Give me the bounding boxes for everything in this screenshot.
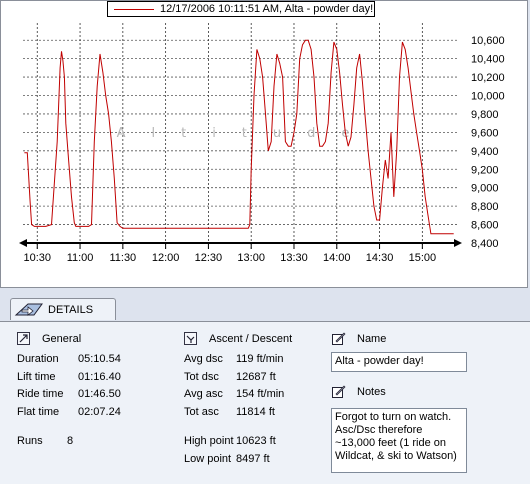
- general-stat-label: Flat time: [17, 405, 60, 418]
- ascent-section-title: Ascent / Descent: [184, 332, 292, 345]
- ascent-stat-value: 11814 ft: [236, 405, 275, 418]
- y-tick-label: 8,400: [471, 238, 499, 250]
- x-tick-label: 13:30: [280, 252, 308, 264]
- x-tick-label: 11:30: [109, 252, 136, 264]
- tab-details-label: DETAILS: [48, 303, 94, 316]
- name-section-title: Name: [332, 332, 386, 345]
- chart-legend: 12/17/2006 10:11:51 AM, Alta - powder da…: [107, 1, 375, 17]
- general-stat-value: 02:07.24: [78, 405, 121, 418]
- x-tick-label: 14:00: [323, 252, 351, 264]
- x-axis-left-arrow: [19, 239, 27, 247]
- runs-label: Runs: [17, 435, 43, 447]
- ascent-stat-value: 154 ft/min: [236, 388, 285, 400]
- details-tab-bar: DETAILS: [0, 296, 530, 322]
- ascent-stat-label: Tot asc: [184, 405, 219, 418]
- y-tick-label: 8,600: [471, 220, 499, 232]
- y-tick-label: 9,800: [471, 109, 499, 121]
- y-tick-label: 10,000: [471, 91, 505, 103]
- details-tab-icon: [14, 303, 43, 316]
- x-axis-right-arrow: [454, 239, 462, 247]
- name-field[interactable]: Alta - powder day!: [331, 352, 467, 372]
- x-tick-label: 14:30: [366, 252, 394, 264]
- high-point-value: 10623 ft: [236, 435, 276, 447]
- x-tick-label: 15:00: [409, 252, 437, 264]
- details-panel: General Duration 05:10.54 Lift time 01:16.4…: [0, 321, 530, 484]
- y-tick-label: 8,800: [471, 201, 499, 213]
- notes-title-label: Notes: [357, 385, 386, 398]
- low-point-value: 8497 ft: [236, 453, 270, 465]
- y-tick-label: 9,000: [471, 183, 499, 195]
- ascent-stat-label: Avg dsc: [184, 353, 223, 365]
- general-stat-value: 05:10.54: [78, 353, 121, 365]
- altitude-series-line: [24, 39, 454, 235]
- ascent-title-label: Ascent / Descent: [209, 332, 293, 345]
- low-point-label: Low point: [184, 453, 232, 465]
- altitude-chart: Altitude 10:30 11:00 11:30 12:00 12:30 13:00 1…: [19, 23, 505, 264]
- y-tick-label: 9,200: [471, 164, 499, 176]
- ascent-stat-value: 119 ft/min: [236, 353, 284, 365]
- general-stat-value: 01:16.40: [78, 370, 121, 383]
- ascent-stat-label: Avg asc: [184, 388, 223, 400]
- chart-panel: Altitude 10:30 11:00 11:30 12:00 12:30 13:00 1…: [0, 0, 528, 288]
- runs-value: 8: [67, 435, 74, 447]
- general-stat-label: Duration: [17, 353, 59, 365]
- notes-field[interactable]: Forgot to turn on watch. Asc/Dsc therefo…: [331, 408, 467, 473]
- ascent-stat-label: Tot dsc: [184, 370, 219, 383]
- y-tick-label: 9,600: [471, 127, 499, 139]
- general-section-title: General: [17, 332, 81, 345]
- x-tick-label: 10:30: [23, 252, 51, 264]
- name-title-label: Name: [357, 332, 387, 345]
- y-tick-label: 10,600: [471, 35, 505, 47]
- general-stat-label: Lift time: [17, 370, 56, 383]
- legend-label: 12/17/2006 10:11:51 AM, Alta - powder da…: [160, 3, 374, 15]
- chart-watermark: Altitude: [117, 126, 376, 141]
- y-tick-label: 10,400: [471, 54, 505, 66]
- ascent-stat-value: 12687 ft: [236, 370, 276, 383]
- edit-name-icon: [332, 332, 346, 345]
- general-icon: [17, 332, 30, 345]
- x-tick-label: 12:00: [152, 252, 180, 264]
- x-tick-label: 11:00: [67, 252, 94, 264]
- x-tick-label: 12:30: [195, 252, 223, 264]
- high-point-label: High point: [184, 435, 234, 447]
- y-tick-label: 10,200: [471, 72, 505, 84]
- general-stat-value: 01:46.50: [78, 388, 121, 400]
- edit-notes-icon: [332, 385, 346, 398]
- notes-section-title: Notes: [332, 385, 386, 398]
- general-stat-label: Ride time: [17, 388, 64, 400]
- tab-details[interactable]: DETAILS: [10, 298, 116, 320]
- y-tick-label: 9,400: [471, 146, 499, 158]
- x-tick-label: 13:00: [237, 252, 265, 264]
- general-title-label: General: [42, 332, 82, 345]
- ascent-descent-icon: [184, 332, 197, 345]
- legend-line-swatch: [114, 8, 154, 10]
